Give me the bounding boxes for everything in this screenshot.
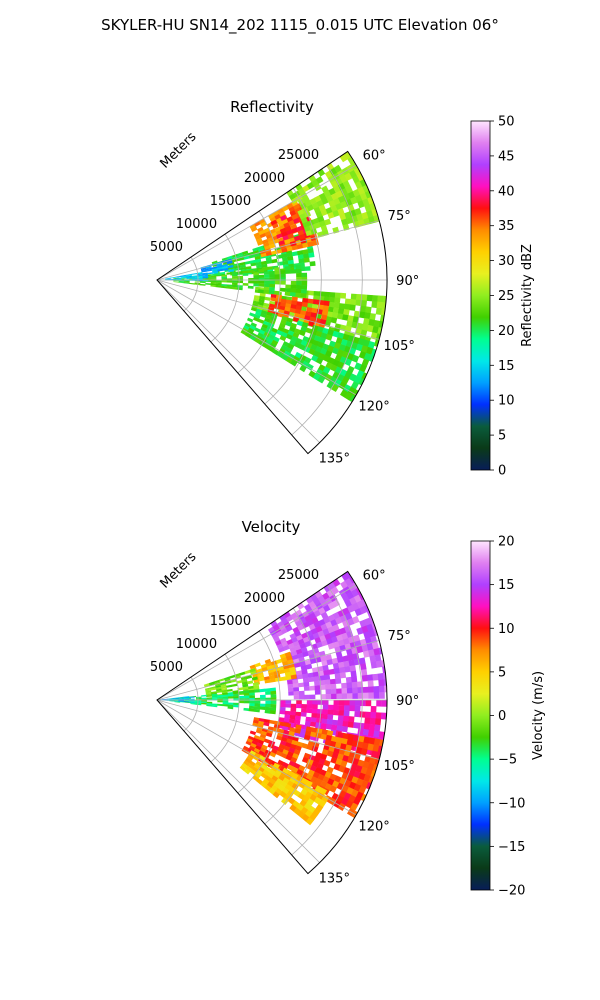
velocity-range-label: Meters [158,549,200,591]
velocity-echo-region [249,651,297,686]
velocity-range-tick-label: 20000 [244,591,285,606]
velocity-colorbar-tick-label: 10 [498,622,515,637]
velocity-heatmap [157,571,388,826]
reflectivity-azimuth-tick-label: 105° [384,339,415,354]
reflectivity-azimuth-tick-label: 135° [319,451,350,466]
reflectivity-azimuth-tick-label: 90° [396,274,419,289]
velocity-azimuth-tick-label: 90° [396,694,419,709]
reflectivity-echo-region [270,205,317,249]
velocity-colorbar-label: Velocity (m/s) [531,671,546,760]
velocity-range-ring [210,653,240,763]
reflectivity-ticks: 5000 10000 15000 20000 25000 60° 75° 90° 105° 120… [150,148,419,466]
reflectivity-azimuth-tick-label: 75° [388,209,411,224]
velocity-azimuth-spoke [156,699,357,816]
velocity-range-ring [264,607,322,825]
reflectivity-range-tick-label: 10000 [176,217,217,232]
reflectivity-range-label: Meters [158,129,200,171]
reflectivity-range-ring [183,256,199,312]
reflectivity-range-ring [264,187,322,405]
reflectivity-colorbar-tick-label: 15 [498,359,515,374]
figure-title: SKYLER-HU SN14_202 1115_0.015 UTC Elevat… [101,16,499,34]
reflectivity-grid [156,150,388,455]
velocity-azimuth-tick-label: 75° [388,629,411,644]
reflectivity-sector-outline [156,150,388,455]
reflectivity-colorbar-tick-label: 0 [498,464,506,479]
velocity-colorbar-tick-label: −10 [498,796,525,811]
reflectivity-colorbar-bar [470,120,491,471]
velocity-colorbar-tick-label: 15 [498,578,515,593]
reflectivity-colorbar: 0 5 10 15 20 25 30 35 40 45 50 Reflectivity dBZ [470,115,535,479]
velocity-colorbar-bar [470,540,491,891]
reflectivity-colorbar-label: Reflectivity dBZ [520,244,535,347]
reflectivity-echo-region [240,307,379,404]
reflectivity-range-tick-label: 20000 [244,171,285,186]
velocity-range-tick-label: 5000 [150,660,183,675]
reflectivity-range-tick-label: 5000 [150,240,183,255]
reflectivity-range-ring [291,164,363,436]
velocity-panel: Velocity 5000 10000 15000 20000 25000 60° 75° 9… [150,518,546,899]
reflectivity-range-tick-label: 15000 [210,194,251,209]
velocity-range-ring [291,584,363,856]
velocity-azimuth-tick-label: 60° [363,569,386,584]
velocity-colorbar-tick-label: 0 [498,709,506,724]
velocity-azimuth-spoke [156,699,320,863]
reflectivity-colorbar-tick-label: 35 [498,219,515,234]
velocity-range-tick-label: 15000 [210,614,251,629]
velocity-colorbar-tick-label: 5 [498,665,506,680]
reflectivity-colorbar-tick-label: 50 [498,115,515,130]
velocity-echo-region [239,750,329,826]
velocity-range-tick-label: 10000 [176,637,217,652]
velocity-azimuth-tick-label: 120° [358,819,389,834]
velocity-colorbar-tick-label: 20 [498,535,515,550]
reflectivity-range-ring [237,210,281,374]
reflectivity-echo-region [173,264,308,298]
velocity-ticks: 5000 10000 15000 20000 25000 60° 75° 90° 105° 120… [150,568,419,886]
velocity-range-ring [237,630,281,794]
reflectivity-azimuth-tick-label: 120° [358,399,389,414]
reflectivity-title: Reflectivity [230,98,314,116]
velocity-azimuth-tick-label: 105° [384,759,415,774]
velocity-colorbar: −20 −15 −10 −5 0 5 10 15 20 Velocity (m/s) [470,535,546,899]
velocity-range-ring [183,676,199,732]
velocity-grid [156,570,388,875]
reflectivity-range-ring [210,233,240,343]
velocity-azimuth-spoke [156,640,380,701]
velocity-azimuth-spoke [156,584,357,701]
reflectivity-echo-region [165,272,209,282]
velocity-azimuth-spoke [156,699,380,760]
velocity-azimuth-tick-label: 135° [319,871,350,886]
velocity-range-tick-label: 25000 [278,568,319,583]
velocity-colorbar-tick-label: −15 [498,840,525,855]
reflectivity-azimuth-spoke [156,279,357,396]
reflectivity-colorbar-tick-label: 25 [498,289,515,304]
reflectivity-azimuth-tick-label: 60° [363,149,386,164]
reflectivity-colorbar-tick-label: 5 [498,429,506,444]
velocity-title: Velocity [242,518,301,536]
reflectivity-azimuth-spoke [156,220,380,281]
reflectivity-azimuth-spoke [156,164,357,281]
reflectivity-colorbar-tick-label: 10 [498,394,515,409]
reflectivity-echo-region [286,151,381,238]
velocity-colorbar-tick-label: −20 [498,884,525,899]
velocity-sector-outline [156,570,388,875]
reflectivity-colorbar-tick-label: 45 [498,149,515,164]
reflectivity-colorbar-tick-label: 40 [498,184,515,199]
reflectivity-echo-region [200,258,234,275]
reflectivity-colorbar-tick-label: 30 [498,254,515,269]
reflectivity-azimuth-spoke [156,279,320,443]
reflectivity-colorbar-tick-label: 20 [498,324,515,339]
reflectivity-panel: Reflectivity 5000 10000 15000 20000 25000 60°… [150,98,535,479]
reflectivity-azimuth-spoke [156,279,380,340]
reflectivity-range-tick-label: 25000 [278,148,319,163]
reflectivity-heatmap [165,151,388,404]
velocity-colorbar-tick-label: −5 [498,753,517,768]
